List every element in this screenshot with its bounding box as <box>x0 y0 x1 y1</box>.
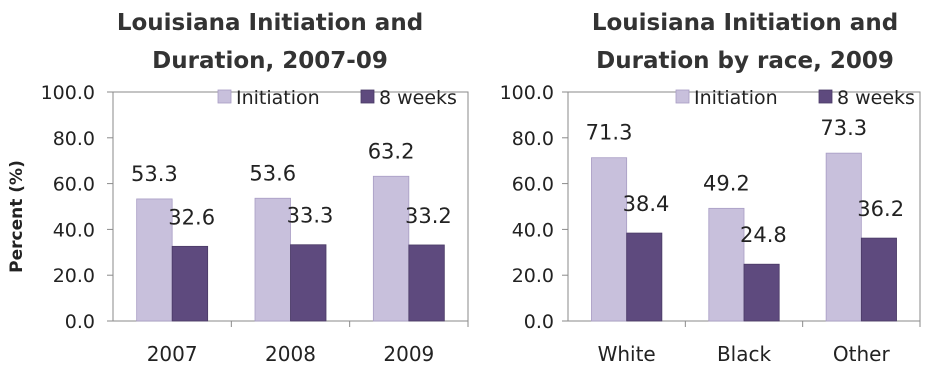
legend-label-8-weeks: 8 weeks <box>837 87 915 109</box>
x-category-label: Other <box>833 342 891 366</box>
y-tick-label: 80.0 <box>512 128 554 150</box>
bar-8-weeks <box>408 244 445 322</box>
legend-swatch-initiation <box>217 89 232 104</box>
chart-title-line-2: Duration, 2007-09 <box>152 48 388 74</box>
bar-initiation <box>372 175 410 322</box>
bar-initiation <box>591 157 628 322</box>
legend-label-initiation: Initiation <box>694 87 778 109</box>
bar-8-weeks <box>290 244 327 322</box>
legend-swatch-initiation <box>675 89 690 104</box>
chart-title-line-1: Louisiana Initiation and <box>592 10 898 36</box>
bar-initiation <box>708 207 745 322</box>
legend-swatch-8-weeks <box>360 89 375 104</box>
chart-title-line-2: Duration by race, 2009 <box>596 48 894 74</box>
y-tick-label: 100.0 <box>500 82 554 104</box>
y-tick-label: 0.0 <box>65 311 95 333</box>
data-label: 24.8 <box>740 223 787 247</box>
y-axis-title: Percent (%) <box>7 160 27 273</box>
y-tick-label: 80.0 <box>53 128 95 150</box>
bar-8-weeks <box>626 232 663 322</box>
chart-1: Louisiana Initiation and Duration, 2007-0… <box>7 10 469 366</box>
chart-2: Louisiana Initiation and Duration by race… <box>500 10 921 366</box>
y-tick-label: 100.0 <box>41 82 95 104</box>
data-label: 53.3 <box>131 162 178 186</box>
y-tick-label: 20.0 <box>53 265 95 287</box>
legend-swatch-8-weeks <box>818 89 833 104</box>
bar-initiation <box>254 197 291 322</box>
x-category-label: 2009 <box>383 342 434 366</box>
bar-8-weeks <box>860 237 897 322</box>
data-label: 33.2 <box>405 204 452 228</box>
data-label: 63.2 <box>368 139 415 163</box>
y-tick-label: 0.0 <box>524 311 554 333</box>
data-label: 36.2 <box>857 197 904 221</box>
data-label: 33.3 <box>287 204 334 228</box>
x-category-label: 2008 <box>265 342 316 366</box>
legend-label-initiation: Initiation <box>236 87 320 109</box>
y-tick-label: 20.0 <box>512 265 554 287</box>
y-tick-label: 40.0 <box>512 219 554 241</box>
data-label: 71.3 <box>586 121 633 145</box>
data-label: 49.2 <box>703 171 750 195</box>
data-label: 73.3 <box>820 116 867 140</box>
bar-initiation <box>825 152 862 322</box>
data-label: 32.6 <box>168 205 215 229</box>
y-tick-label: 60.0 <box>512 174 554 196</box>
y-tick-label: 60.0 <box>53 174 95 196</box>
x-category-label: Black <box>717 342 772 366</box>
chart-title-line-1: Louisiana Initiation and <box>117 10 423 36</box>
legend-label-8-weeks: 8 weeks <box>379 87 457 109</box>
bar-8-weeks <box>171 245 209 322</box>
data-label: 53.6 <box>249 161 296 185</box>
bar-initiation <box>136 198 173 322</box>
data-label: 38.4 <box>623 192 670 216</box>
x-category-label: White <box>598 342 656 366</box>
y-tick-label: 40.0 <box>53 219 95 241</box>
x-category-label: 2007 <box>147 342 198 366</box>
bar-8-weeks <box>743 263 780 322</box>
